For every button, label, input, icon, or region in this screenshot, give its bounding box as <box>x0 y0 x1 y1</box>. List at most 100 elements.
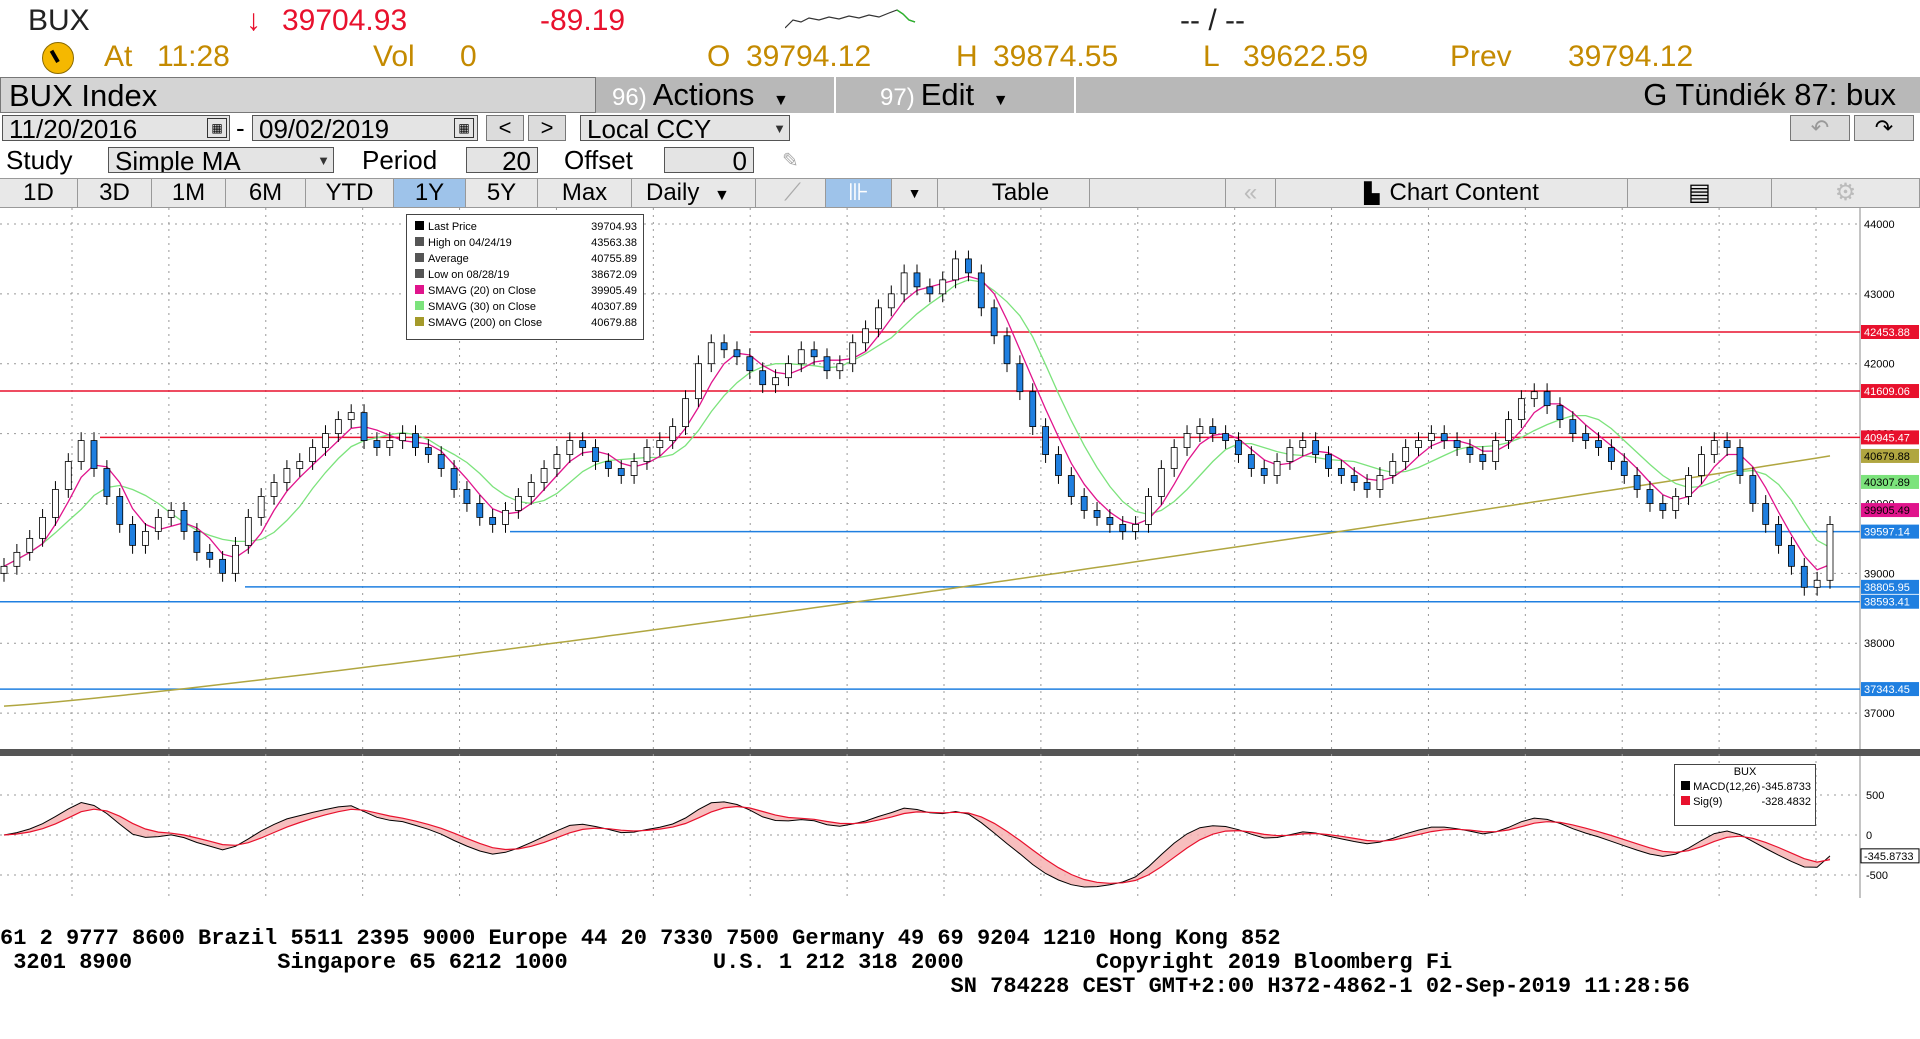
prev-period-button[interactable]: < <box>486 115 524 141</box>
tab-max[interactable]: Max <box>538 179 632 207</box>
sma200-line <box>3 455 1831 707</box>
currency-select[interactable]: Local CCY <box>580 115 790 141</box>
calendar-icon[interactable]: ▦ <box>207 118 227 138</box>
chevron-down-icon[interactable]: ▼ <box>892 179 938 207</box>
ticker-line-3: SN 784228 CEST GMT+2:00 H372-4862-1 02-S… <box>0 974 1690 999</box>
gear-icon[interactable]: ⚙ <box>1772 179 1920 207</box>
legend-row: Last Price 39704.93 <box>415 219 637 235</box>
chart-legend[interactable]: Last Price 39704.93 High on 04/24/19 43563.… <box>406 214 644 340</box>
speedometer-icon[interactable] <box>42 42 74 74</box>
legend-row: SMAVG (200) on Close 40679.88 <box>415 315 637 331</box>
candle-body <box>1389 461 1397 476</box>
series-tag <box>1861 503 1919 518</box>
macd-label: MACD(12,26) <box>1693 781 1761 793</box>
candle-body <box>206 551 214 560</box>
legend-label: Last Price <box>428 221 477 233</box>
title-bar: BUX Index 96) Actions ▼ 97) Edit ▼ G Tündi… <box>0 77 1920 113</box>
candle-body <box>1376 475 1384 490</box>
panel-divider <box>0 749 1920 756</box>
price-chart[interactable]: 4400043000420004100040000390003800037000… <box>0 208 1920 898</box>
level-tag-label: 39597.14 <box>1864 527 1910 539</box>
series-tag <box>1861 448 1919 463</box>
end-date-field[interactable]: 09/02/2019 <box>252 115 478 141</box>
period-label: Period <box>362 145 438 175</box>
candle-body <box>1299 440 1307 448</box>
table-button[interactable]: Table <box>952 179 1090 207</box>
redo-icon[interactable]: ↷ <box>1854 115 1914 141</box>
candle-body <box>1222 433 1230 441</box>
line-chart-icon[interactable]: ⟋ <box>760 179 826 207</box>
candle-body <box>142 531 149 546</box>
frequency-label: Daily <box>646 179 700 206</box>
legend-swatch <box>415 285 424 294</box>
pencil-icon[interactable]: ✎ <box>782 150 799 172</box>
level-tag-label: 41609.06 <box>1864 386 1910 398</box>
macd-tick-label: 0 <box>1866 830 1872 842</box>
series-tag <box>1861 474 1919 489</box>
candle-body <box>1042 426 1049 455</box>
annotate-icon[interactable]: ▤ <box>1628 179 1772 207</box>
start-date-field[interactable]: 11/20/2016 <box>2 115 230 141</box>
y-tick-label: 39000 <box>1864 568 1895 580</box>
macd-tick-label: -500 <box>1866 870 1888 882</box>
frequency-select[interactable]: Daily ▼ <box>632 179 756 207</box>
legend-row: High on 04/24/19 43563.38 <box>415 235 637 251</box>
candle-body <box>1646 489 1654 504</box>
candle-body <box>1093 510 1101 518</box>
candle-body <box>399 433 407 441</box>
candle-body <box>1479 454 1487 462</box>
candle-body <box>604 461 612 469</box>
next-period-button[interactable]: > <box>528 115 566 141</box>
undo-icon[interactable]: ↶ <box>1790 115 1850 141</box>
calendar-icon[interactable]: ▦ <box>454 118 474 138</box>
edit-menu[interactable]: 97) Edit ▼ <box>880 77 1070 113</box>
level-tag <box>1861 384 1919 399</box>
candle-body <box>1209 426 1217 434</box>
candle-body <box>283 468 291 483</box>
tab-ytd[interactable]: YTD <box>306 179 394 207</box>
tab-1m[interactable]: 1M <box>152 179 226 207</box>
actions-menu[interactable]: 96) Actions ▼ <box>600 77 832 113</box>
tab-6m[interactable]: 6M <box>226 179 306 207</box>
candle-body <box>1543 391 1551 407</box>
candle-body <box>1659 503 1667 511</box>
candle-body <box>489 517 497 525</box>
candle-body <box>1620 461 1628 476</box>
period-input[interactable]: 20 <box>466 147 538 173</box>
candle-body <box>630 461 638 476</box>
candle-body <box>1710 440 1718 455</box>
candle-body <box>1723 440 1731 448</box>
candle-body <box>386 440 394 448</box>
offset-input[interactable]: 0 <box>664 147 754 173</box>
candle-body <box>785 363 792 379</box>
tab-1d[interactable]: 1D <box>0 179 78 207</box>
level-tag <box>1861 524 1919 539</box>
candle-body <box>1119 524 1127 532</box>
security-name[interactable]: BUX Index <box>0 77 596 113</box>
candle-body <box>1685 475 1692 497</box>
candle-body <box>1235 440 1242 455</box>
sig-legend-row: Sig(9) -328.4832 <box>1675 795 1815 810</box>
sig-value: -328.4832 <box>1761 796 1811 808</box>
level-tag-label: 38805.95 <box>1864 582 1910 594</box>
collapse-icon[interactable]: « <box>1226 179 1276 207</box>
date-separator: - <box>236 113 245 143</box>
candle-body <box>1183 433 1191 448</box>
chart-content-button[interactable]: ▙ Chart Content <box>1276 179 1628 207</box>
y-tick-label: 43000 <box>1864 289 1895 301</box>
study-select[interactable]: Simple MA <box>108 147 334 173</box>
tab-3d[interactable]: 3D <box>78 179 152 207</box>
macd-legend[interactable]: BUX MACD(12,26) -345.8733 Sig(9) -328.48… <box>1674 764 1816 826</box>
candle-body <box>232 544 239 574</box>
candle-body <box>1067 475 1075 497</box>
candle-body <box>1055 454 1062 476</box>
macd-legend-title: BUX <box>1733 766 1757 778</box>
level-tag <box>1861 682 1919 697</box>
tab-5y[interactable]: 5Y <box>466 179 538 207</box>
candle-body <box>64 461 72 490</box>
range-tab-row: 1D 3D 1M 6M YTD 1Y 5Y Max Daily ▼ ⟋ ⊪ ▼ … <box>0 178 1920 208</box>
low-value: 39622.59 <box>1243 40 1369 73</box>
candle-chart-icon[interactable]: ⊪ <box>826 179 892 207</box>
tab-1y[interactable]: 1Y <box>394 179 466 207</box>
candle-body <box>167 510 175 518</box>
